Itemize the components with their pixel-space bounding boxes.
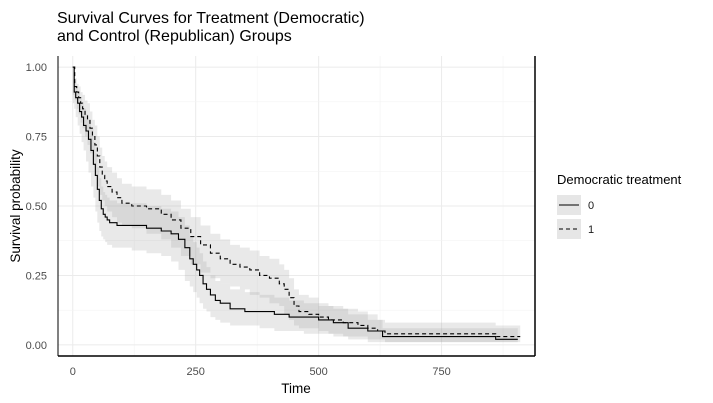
chart-title-line-1: Survival Curves for Treatment (Democrati… [57,10,365,27]
y-tick-label: 0.00 [26,340,47,352]
x-tick-label: 250 [187,366,205,378]
y-axis-title: Survival probability [8,149,23,263]
y-tick-label: 0.50 [26,201,47,213]
confidence-bands [72,67,521,343]
ci-band-series-1 [72,67,521,343]
survival-line-series-1 [72,66,521,338]
legend-label-1: 1 [588,224,594,236]
y-tick-label: 1.00 [26,62,47,74]
y-tick-label: 0.25 [26,270,47,282]
survival-lines [72,66,521,340]
legend-title: Democratic treatment [557,172,682,187]
axes [57,56,536,357]
x-axis-title: Time [281,381,311,396]
y-tick-label: 0.75 [26,132,47,144]
tick-labels: 0 250 500 750 0.00 0.25 0.50 0.75 1.00 [26,62,451,378]
chart-title-line-2: and Control (Republican) Groups [57,28,292,45]
x-tick-label: 750 [432,366,450,378]
legend-label-0: 0 [588,200,594,212]
x-tick-label: 0 [70,366,76,378]
x-tick-label: 500 [309,366,327,378]
grid-lines [58,56,535,356]
legend: Democratic treatment 0 1 [557,172,682,239]
survival-line-series-0 [72,66,518,340]
